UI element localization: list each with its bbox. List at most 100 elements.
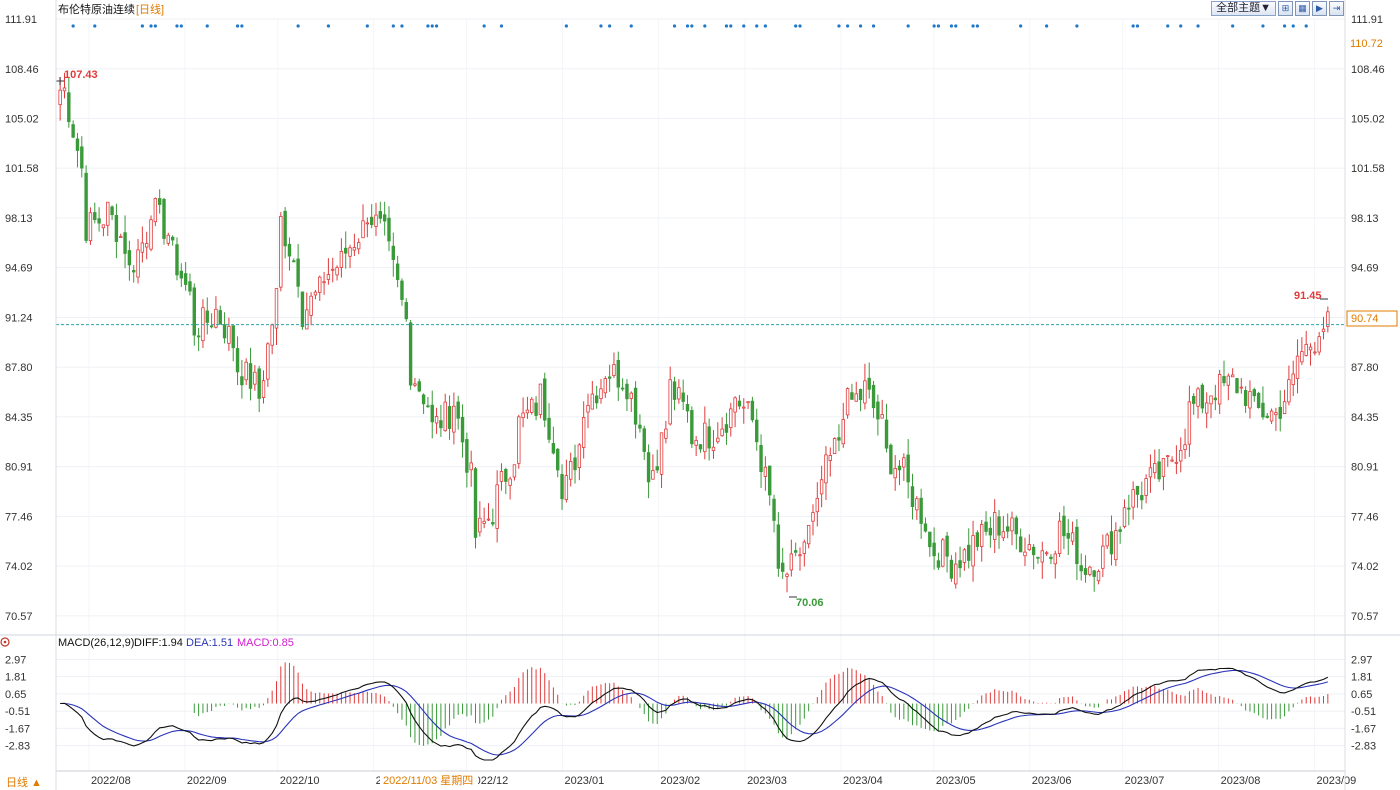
macd-label: MACD(26,12,9) xyxy=(58,637,134,649)
play-icon[interactable]: ▶ xyxy=(1312,1,1327,16)
candle-body xyxy=(261,380,266,398)
chart-toolbar: 全部主题▼ ⊞ ▦ ▶ ⇥ xyxy=(1211,1,1344,16)
candle-body xyxy=(1023,551,1027,557)
candle-body xyxy=(136,249,140,278)
candle-body xyxy=(279,216,283,288)
exit-icon[interactable]: ⇥ xyxy=(1329,1,1344,16)
candle-body xyxy=(1062,515,1066,537)
candle-body xyxy=(837,437,841,441)
recent-high-label: 91.45 xyxy=(1294,290,1322,302)
candle-body xyxy=(1044,552,1049,555)
event-dot xyxy=(1019,24,1023,28)
candle-body xyxy=(1170,459,1174,462)
candle-body xyxy=(1278,406,1282,419)
candle-body xyxy=(1291,373,1295,385)
candle-body xyxy=(581,417,586,448)
candle-body xyxy=(1235,378,1239,394)
price-tick-right: 70.57 xyxy=(1351,611,1379,623)
candle-body xyxy=(421,394,426,405)
macd-tick-left: -2.83 xyxy=(5,741,30,753)
dea-line xyxy=(60,669,1328,756)
event-dot xyxy=(1291,24,1295,28)
candle-body xyxy=(655,466,659,471)
price-tick-left: 105.02 xyxy=(5,113,39,125)
candle-body xyxy=(1252,389,1256,397)
event-dot xyxy=(296,24,300,28)
time-tick: 2022/10 xyxy=(280,775,320,787)
candle-body xyxy=(902,457,906,468)
grid-icon[interactable]: ▦ xyxy=(1295,1,1310,16)
macd-axis-right: 2.97 1.81 0.65 -0.51 -1.67 -2.83 xyxy=(1351,654,1376,752)
period-button-bg[interactable] xyxy=(0,773,48,790)
candle-body xyxy=(863,380,867,404)
candle-body xyxy=(1153,463,1157,474)
event-dot xyxy=(949,24,954,28)
price-tick-left: 111.91 xyxy=(5,14,37,26)
candle-body xyxy=(179,270,184,279)
candle-body xyxy=(936,560,941,568)
candle-body xyxy=(690,410,694,445)
candle-body xyxy=(1248,391,1252,409)
candle-body xyxy=(253,371,257,385)
candle-body xyxy=(755,419,759,443)
event-dot xyxy=(1261,24,1265,28)
candle-body xyxy=(573,457,577,471)
candle-body xyxy=(106,201,110,226)
event-dot xyxy=(140,24,144,28)
candle-body xyxy=(1135,485,1140,495)
price-tick-right: 94.69 xyxy=(1351,263,1379,275)
candle-body xyxy=(625,383,629,400)
candle-body xyxy=(335,267,339,276)
candle-body xyxy=(1005,526,1010,532)
price-grid xyxy=(56,18,1345,771)
candle-body xyxy=(313,291,318,296)
period-button[interactable]: 日线 ▲ xyxy=(6,775,42,789)
event-dot xyxy=(149,24,153,28)
event-dot xyxy=(975,24,979,28)
candle-body xyxy=(685,404,690,412)
candle-body xyxy=(84,172,88,241)
period-badge: [日线] xyxy=(136,2,164,16)
price-tick-left: 87.80 xyxy=(5,362,33,374)
candle-body xyxy=(750,400,755,421)
candle-body xyxy=(67,92,71,123)
candle-body xyxy=(209,325,214,328)
candle-body xyxy=(997,516,1001,536)
macd-tick-left: 1.81 xyxy=(5,672,26,684)
price-axis-right: 111.91108.46105.02101.5898.1394.6991.248… xyxy=(1351,14,1385,623)
candle-body xyxy=(780,562,785,572)
expand-icon[interactable]: ⊞ xyxy=(1278,1,1293,16)
candle-body xyxy=(218,310,222,325)
price-axis-left: 111.91 108.46 105.02 101.58 98.13 94.69 91.24 8… xyxy=(5,14,39,623)
candle-body xyxy=(897,465,902,471)
time-tick: 2023/08 xyxy=(1221,775,1261,787)
candle-body xyxy=(707,426,711,449)
macd-settings-icon[interactable] xyxy=(0,637,10,647)
candle-body xyxy=(1092,570,1096,577)
candle-body xyxy=(980,524,984,547)
candle-body xyxy=(287,243,292,257)
candle-body xyxy=(97,218,101,224)
candle-body xyxy=(486,518,491,521)
price-tick-right: 101.58 xyxy=(1351,163,1385,175)
candle-body xyxy=(101,224,106,229)
candle-body xyxy=(1308,346,1313,351)
candle-body xyxy=(568,461,573,480)
candle-body xyxy=(344,247,348,254)
candle-body xyxy=(1127,507,1131,510)
candle-body xyxy=(443,401,447,432)
candle-body xyxy=(395,263,400,281)
candle-body xyxy=(1226,375,1231,386)
event-dot xyxy=(1304,24,1308,28)
candle-body xyxy=(75,138,80,151)
candle-body xyxy=(867,377,871,390)
macd-axis-left: 2.97 1.81 0.65 -0.51 -1.67 -2.83 xyxy=(5,654,30,752)
time-tick: 2023/04 xyxy=(843,775,883,787)
theme-button[interactable]: 全部主题▼ xyxy=(1211,1,1276,16)
event-dot xyxy=(858,24,863,28)
price-tick-right: 80.91 xyxy=(1351,462,1379,474)
candle-body xyxy=(889,444,893,475)
candle-body xyxy=(932,542,936,557)
candle-body xyxy=(1204,402,1209,414)
